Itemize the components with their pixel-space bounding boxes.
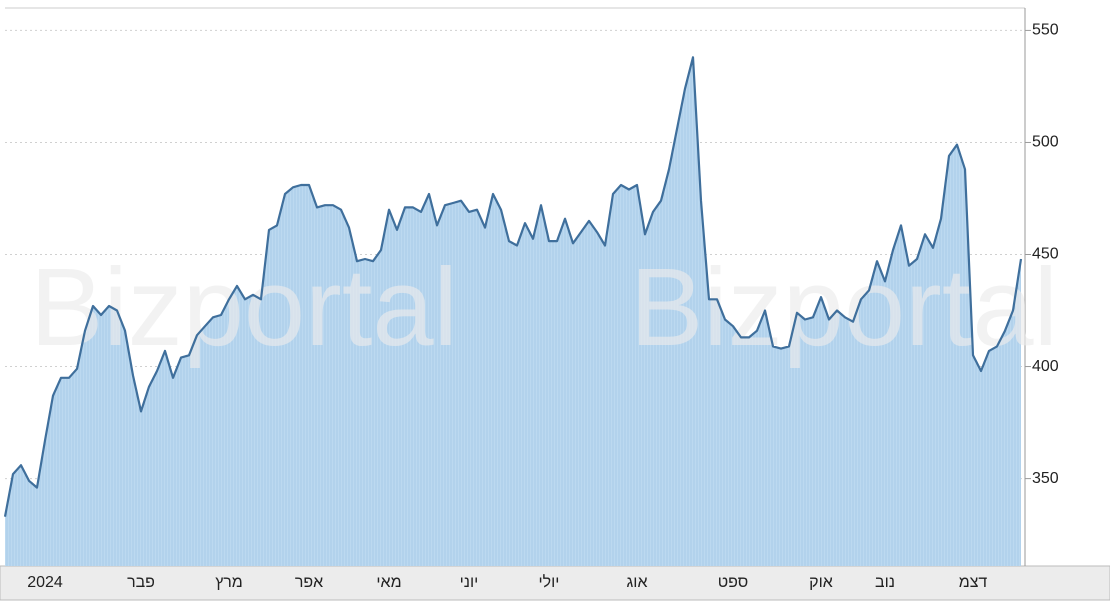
y-tick-label: 450 — [1032, 246, 1059, 263]
price-line — [3, 56, 1023, 517]
x-tick-label: אפר — [295, 574, 323, 591]
y-tick-label: 550 — [1032, 22, 1059, 39]
y-tick-label: 350 — [1032, 470, 1059, 487]
x-axis-band — [0, 565, 1110, 601]
watermark: Bizportal — [630, 246, 1058, 369]
y-tick-label: 400 — [1032, 358, 1059, 375]
watermarks: Bizportal Bizportal — [30, 246, 1058, 369]
x-tick-label: ספט — [718, 574, 749, 591]
x-tick-label: אוק — [809, 574, 833, 591]
x-tick-label: נוב — [875, 574, 895, 591]
x-tick-label: פבר — [127, 574, 155, 591]
x-tick-label: יולי — [539, 573, 560, 591]
x-tick-label: מרץ — [215, 574, 243, 591]
area-fill — [5, 57, 1021, 567]
x-tick-label: יוני — [460, 574, 479, 591]
x-tick-label: מאי — [376, 574, 401, 591]
x-tick-label: דצמ — [959, 574, 988, 591]
y-tick-label: 500 — [1032, 134, 1059, 151]
watermark: Bizportal — [30, 246, 458, 369]
x-tick-label: אוג — [627, 574, 648, 591]
x-tick-label: 2024 — [27, 574, 63, 591]
